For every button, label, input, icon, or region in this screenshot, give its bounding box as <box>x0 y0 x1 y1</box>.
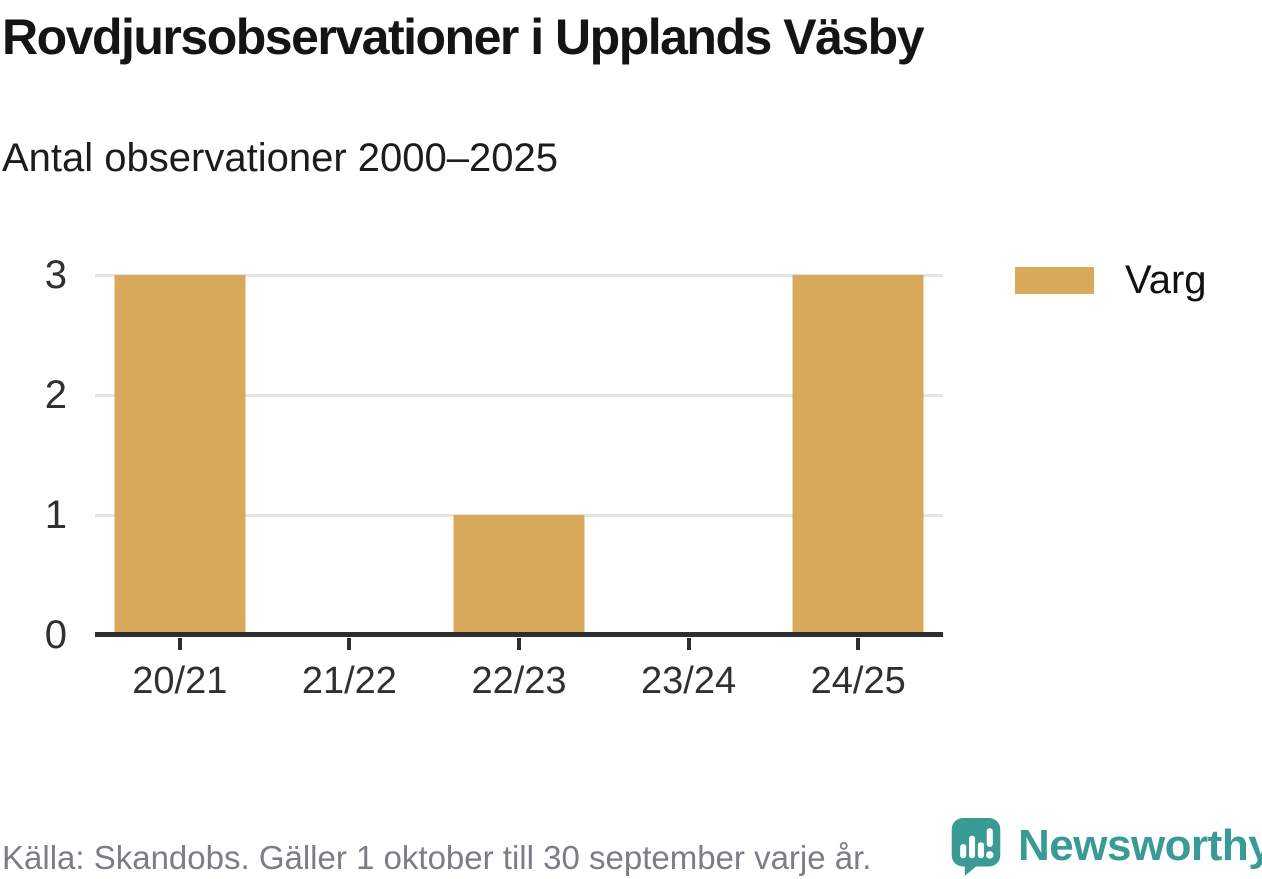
category-column: 22/23 <box>434 275 604 702</box>
x-tick-mark <box>177 638 182 650</box>
x-tick-mark <box>856 638 861 650</box>
bar-24-25 <box>792 275 924 635</box>
y-axis: 0 1 2 3 <box>0 253 67 657</box>
chart-title: Rovdjursobservationer i Upplands Väsby <box>2 9 925 65</box>
y-tick-label: 2 <box>44 373 67 417</box>
x-tick-label: 24/25 <box>810 660 906 702</box>
category-column: 24/25 <box>773 275 943 702</box>
gridline <box>95 394 943 397</box>
legend-swatch-varg <box>1015 267 1094 294</box>
category-column: 20/21 <box>95 275 265 702</box>
y-tick-label: 1 <box>44 493 67 537</box>
bar-20-21 <box>114 275 246 635</box>
gridline <box>95 274 943 277</box>
x-tick-label: 22/23 <box>471 660 567 702</box>
legend: Varg <box>1015 258 1207 303</box>
category-column: 21/22 <box>265 275 435 702</box>
source-note: Källa: Skandobs. Gäller 1 oktober till 3… <box>2 839 872 876</box>
category-column: 23/24 <box>604 275 774 702</box>
x-tick-label: 20/21 <box>132 660 228 702</box>
x-tick-mark <box>347 638 352 650</box>
x-axis-line <box>95 632 943 637</box>
x-tick-label: 21/22 <box>301 660 397 702</box>
chart-subtitle: Antal observationer 2000–2025 <box>2 136 558 180</box>
newsworthy-logo-text: Newsworthy <box>1018 821 1262 870</box>
legend-label-varg: Varg <box>1125 258 1207 302</box>
bar-22-23 <box>453 515 585 635</box>
x-tick-label: 23/24 <box>641 660 737 702</box>
x-tick-mark <box>516 638 521 650</box>
y-tick-label: 3 <box>44 253 67 297</box>
x-tick-mark <box>686 638 691 650</box>
y-tick-label: 0 <box>44 613 67 657</box>
bar-columns: 20/21 21/22 22/23 23/24 24/25 <box>95 275 943 702</box>
plot-area: 20/21 21/22 22/23 23/24 24/25 <box>95 274 943 702</box>
newsworthy-logo-icon <box>951 818 1001 876</box>
newsworthy-logo: Newsworthy <box>948 816 1262 876</box>
